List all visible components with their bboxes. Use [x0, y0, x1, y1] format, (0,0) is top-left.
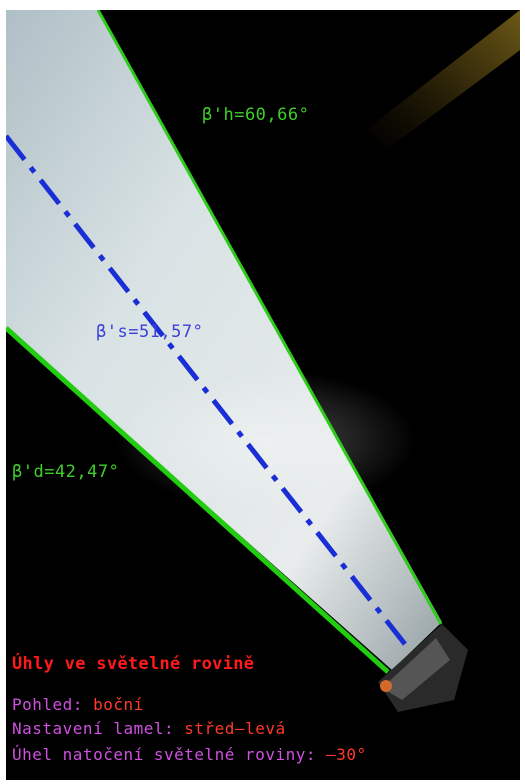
- slats-value: střed–levá: [184, 719, 286, 738]
- lower-boundary-line: [6, 326, 390, 674]
- info-title: Úhly ve světelné rovině: [12, 654, 255, 674]
- lamp-grille: [382, 638, 450, 700]
- lens-flare: [366, 10, 520, 150]
- center-axis-line: [6, 134, 410, 650]
- view-key: Pohled:: [12, 695, 83, 714]
- view-value: boční: [93, 695, 144, 714]
- slats-key: Nastavení lamel:: [12, 719, 175, 738]
- lower-angle-label: β'd=42,47°: [12, 462, 120, 482]
- light-beam: [6, 10, 442, 670]
- upper-boundary-line: [96, 10, 443, 625]
- plane-key: Úhel natočení světelné roviny:: [12, 745, 316, 764]
- upper-angle-label: β'h=60,66°: [202, 105, 310, 125]
- beam-scene: [6, 10, 520, 780]
- view-row: Pohled: boční: [12, 695, 144, 714]
- axis-angle-label: β's=51,57°: [96, 322, 204, 342]
- plane-value: –30°: [326, 745, 367, 764]
- lamp-indicator: [380, 680, 392, 692]
- light-beam-photo: β'h=60,66° β's=51,57° β'd=42,47° Úhly ve…: [6, 10, 520, 780]
- plane-row: Úhel natočení světelné roviny: –30°: [12, 745, 367, 764]
- beam-glow: [116, 370, 416, 510]
- slats-row: Nastavení lamel: střed–levá: [12, 719, 286, 738]
